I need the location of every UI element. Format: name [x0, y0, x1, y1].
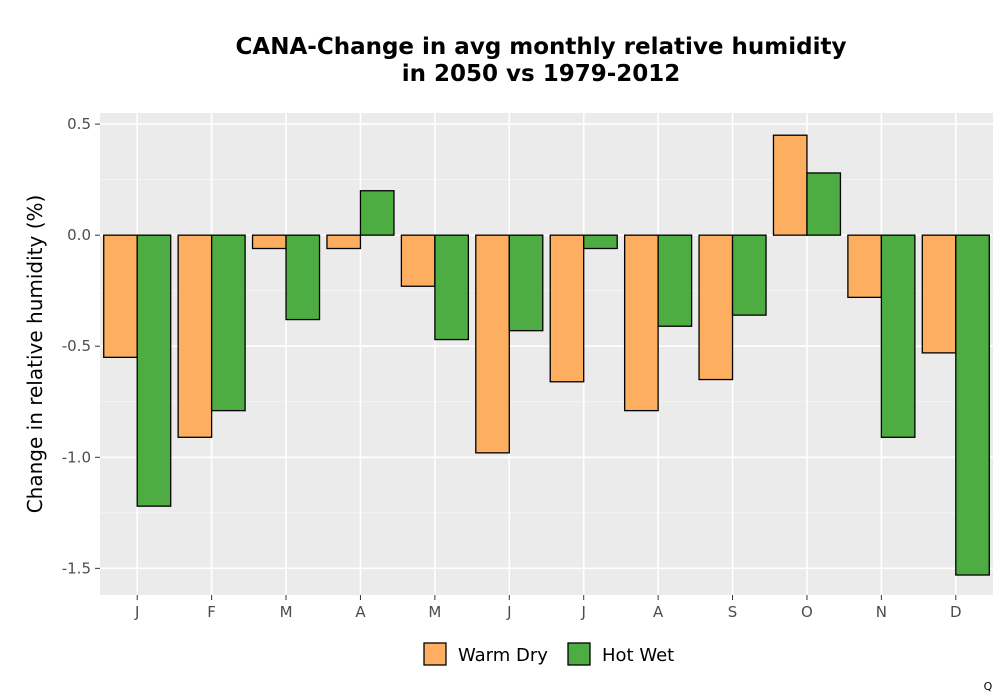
bar-hot-wet-3 — [359, 190, 395, 236]
x-tick-label: S — [728, 603, 738, 621]
x-tick-label: J — [134, 603, 139, 621]
bar-hot-wet-10 — [880, 234, 916, 438]
bar-warm-dry-6 — [549, 234, 585, 383]
bar-hot-wet-4 — [434, 234, 470, 341]
legend-swatch-warm-dry — [423, 642, 447, 666]
corner-mark: Q — [984, 680, 993, 693]
bar-warm-dry-9 — [772, 134, 808, 236]
x-tick-label: M — [428, 603, 441, 621]
x-tick-label: A — [653, 603, 664, 621]
bar-warm-dry-0 — [103, 234, 138, 358]
bar-hot-wet-1 — [210, 234, 246, 412]
bar-warm-dry-7 — [623, 234, 659, 412]
x-tick-label: O — [801, 603, 813, 621]
y-axis-ticks: 0.5 0.0 -0.5 -1.0 -1.5 — [62, 115, 100, 577]
legend-label-warm-dry: Warm Dry — [458, 645, 548, 666]
bars — [103, 134, 990, 576]
bar-warm-dry-4 — [400, 234, 436, 287]
bar-warm-dry-2 — [251, 234, 287, 250]
bar-warm-dry-1 — [177, 234, 213, 438]
grid-minor — [100, 179, 993, 514]
y-tick-label: 0.0 — [67, 226, 91, 244]
chart-title-line-1: CANA-Change in avg monthly relative humi… — [236, 34, 847, 60]
x-tick-label: F — [207, 603, 216, 621]
y-tick-label: -1.5 — [62, 559, 91, 577]
bar-hot-wet-5 — [508, 234, 544, 332]
y-tick-label: -0.5 — [62, 337, 91, 355]
bar-hot-wet-7 — [657, 234, 693, 327]
plot-panel — [100, 113, 993, 595]
x-tick-label: M — [280, 603, 293, 621]
y-tick-label: 0.5 — [67, 115, 91, 133]
bar-warm-dry-5 — [475, 234, 510, 454]
bar-warm-dry-10 — [847, 234, 883, 299]
legend-label-hot-wet: Hot Wet — [602, 645, 674, 666]
x-tick-label: J — [506, 603, 511, 621]
bar-hot-wet-9 — [806, 172, 842, 236]
chart-title-line-2: in 2050 vs 1979-2012 — [402, 61, 681, 87]
bar-hot-wet-8 — [731, 234, 767, 316]
x-tick-label: J — [580, 603, 585, 621]
bar-hot-wet-11 — [955, 234, 990, 576]
x-tick-label: D — [950, 603, 962, 621]
legend-swatch-hot-wet — [567, 642, 591, 666]
y-axis-label: Change in relative humidity (%) — [23, 195, 47, 514]
bar-warm-dry-11 — [921, 234, 957, 354]
y-tick-label: -1.0 — [62, 448, 91, 466]
legend: Warm Dry Hot Wet — [423, 642, 674, 666]
bar-hot-wet-0 — [136, 234, 172, 507]
bar-hot-wet-2 — [285, 234, 321, 321]
x-tick-label: N — [876, 603, 887, 621]
bar-warm-dry-8 — [698, 234, 734, 381]
bar-hot-wet-6 — [583, 234, 618, 250]
bar-warm-dry-3 — [326, 234, 362, 250]
x-tick-label: A — [355, 603, 366, 621]
